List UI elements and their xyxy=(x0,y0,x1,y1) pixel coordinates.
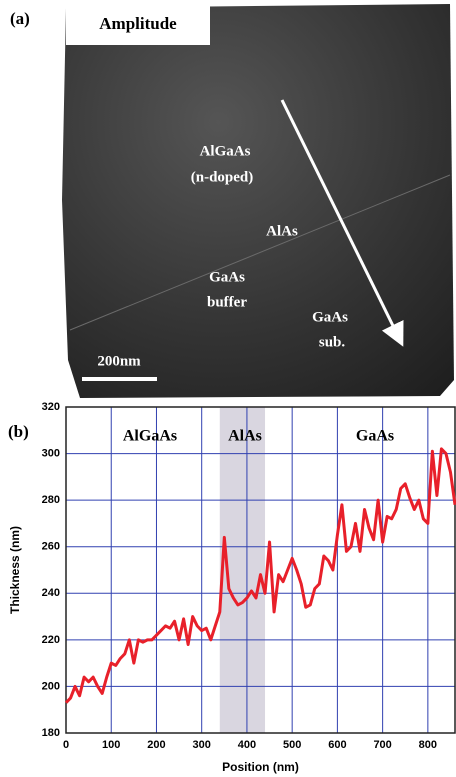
layer-label: AlGaAs xyxy=(200,143,251,159)
x-tick-label: 300 xyxy=(193,739,211,751)
layer-label: (n-doped) xyxy=(191,169,254,185)
layer-label: buffer xyxy=(207,294,247,310)
title-box xyxy=(66,0,210,45)
layer-label: GaAs xyxy=(209,269,245,285)
x-tick-label: 500 xyxy=(283,739,301,751)
x-tick-label: 0 xyxy=(63,739,69,751)
layer-label: AlAs xyxy=(266,223,298,239)
y-tick-label: 220 xyxy=(42,634,60,646)
y-tick-label: 300 xyxy=(42,447,60,459)
panel-label: (b) xyxy=(8,422,29,441)
x-tick-label: 400 xyxy=(238,739,256,751)
x-tick-label: 600 xyxy=(328,739,346,751)
interface xyxy=(69,174,451,331)
scale-bar-label: 200nm xyxy=(97,353,141,369)
x-tick-label: 200 xyxy=(147,739,165,751)
region-label: AlAs xyxy=(228,428,262,445)
y-tick-label: 180 xyxy=(42,727,60,739)
x-axis-label: Position (nm) xyxy=(222,760,299,774)
afm-image xyxy=(62,4,454,398)
y-tick-label: 240 xyxy=(42,587,60,599)
y-tick-label: 280 xyxy=(42,494,60,506)
region-label: AlGaAs xyxy=(123,428,177,445)
layer-label: sub. xyxy=(319,334,346,350)
image-title: Amplitude xyxy=(99,14,177,33)
plot-frame xyxy=(65,406,456,734)
x-tick-label: 800 xyxy=(419,739,437,751)
y-tick-label: 260 xyxy=(42,541,60,553)
panel-label: (a) xyxy=(10,9,30,28)
y-tick-label: 200 xyxy=(42,680,60,692)
y-tick-label: 320 xyxy=(42,401,60,413)
y-axis-label: Thickness (nm) xyxy=(8,526,22,614)
data-line xyxy=(64,447,456,704)
x-tick-label: 700 xyxy=(373,739,391,751)
x-tick-label: 100 xyxy=(102,739,120,751)
layer-label: GaAs xyxy=(312,309,348,325)
arrow xyxy=(280,99,404,347)
region-label: GaAs xyxy=(356,428,394,445)
